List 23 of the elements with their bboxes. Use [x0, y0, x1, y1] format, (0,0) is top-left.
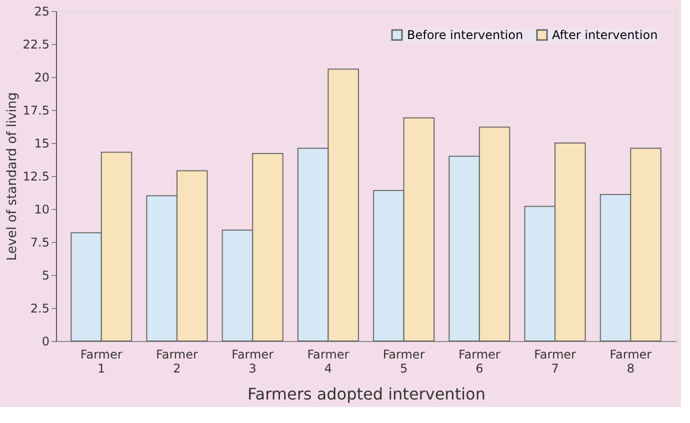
x-tick-label: Farmer 4 — [307, 348, 350, 376]
y-tick-label: 12.5 — [22, 170, 50, 184]
legend-label: Before intervention — [407, 28, 524, 42]
y-tick-label: 10 — [34, 202, 50, 216]
y-tick-label: 0 — [42, 334, 50, 348]
y-tick-label: 5 — [42, 268, 50, 282]
y-axis-title: Level of standard of living — [4, 92, 20, 261]
x-tick-label: Farmer 8 — [610, 348, 652, 376]
y-tick-label: 20 — [34, 70, 50, 84]
y-tick-label: 17.5 — [22, 104, 50, 118]
x-tick-label: Farmer 3 — [232, 348, 274, 376]
x-tick-label: Farmer 1 — [80, 348, 122, 376]
y-tick-label: 7.5 — [30, 236, 50, 250]
x-tick-label: Farmer 5 — [382, 348, 425, 376]
x-axis-title: Farmers adopted intervention — [248, 384, 486, 404]
x-tick-label: Farmer 2 — [156, 348, 198, 376]
y-tick-label: 15 — [34, 136, 50, 150]
y-tick-label: 22.5 — [22, 38, 50, 52]
y-tick-label: 2.5 — [30, 302, 50, 316]
x-tick-label: Farmer 7 — [534, 348, 576, 376]
y-tick-label: 25 — [34, 4, 50, 18]
x-tick-label: Farmer 6 — [458, 348, 500, 376]
legend-label: After intervention — [552, 28, 658, 42]
